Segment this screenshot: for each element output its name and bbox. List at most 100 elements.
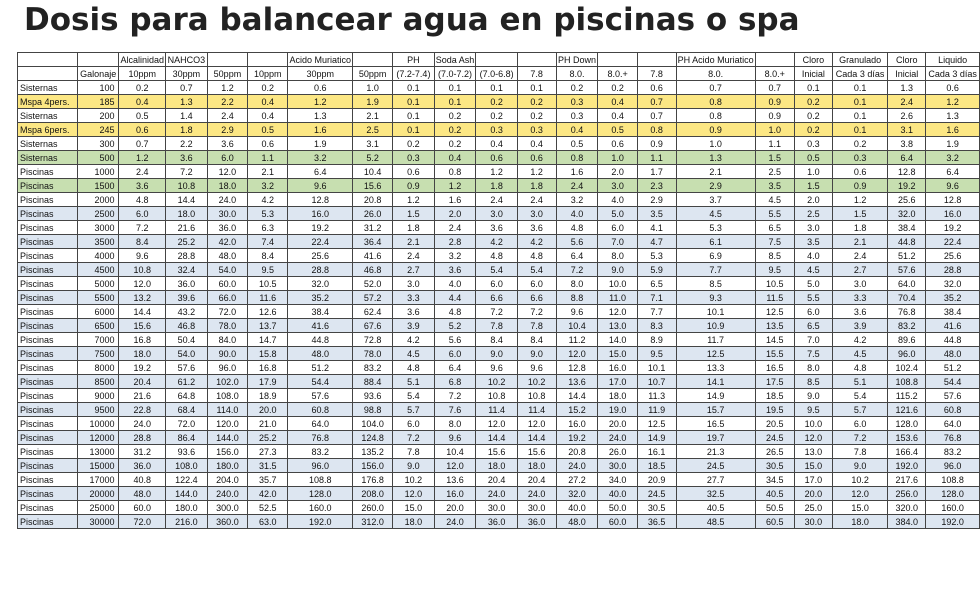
dose-cell: 54.0 xyxy=(206,262,249,277)
row-label: Piscinas xyxy=(17,248,78,263)
header-row-columns: Galonaje 10ppm 30ppm 50ppm 10ppm 30ppm 50ppm (7… xyxy=(17,66,980,81)
dose-cell: 360.0 xyxy=(206,514,249,529)
dose-cell: 12.0 xyxy=(793,430,833,445)
dose-cell: 60.0 xyxy=(206,276,249,291)
header-cell: (7.2-7.4) xyxy=(392,66,435,81)
header-cell: 10ppm xyxy=(247,66,289,81)
gallons-cell: 185 xyxy=(76,94,120,109)
dose-cell: 0.3 xyxy=(475,122,518,137)
dose-cell: 1.4 xyxy=(165,108,208,123)
row-label: Piscinas xyxy=(17,514,78,529)
dose-cell: 0.8 xyxy=(433,164,477,179)
dose-cell: 10.2 xyxy=(475,374,518,389)
dose-cell: 35.2 xyxy=(925,290,980,305)
dose-cell: 13.0 xyxy=(597,318,638,333)
dose-cell: 28.8 xyxy=(925,262,980,277)
header-cell: Inicial xyxy=(793,66,833,81)
dose-cell: 0.2 xyxy=(793,108,833,123)
dose-cell: 72.0 xyxy=(118,514,166,529)
dose-cell: 83.2 xyxy=(287,444,353,459)
table-row: Piscinas 4000 9.6 28.8 48.0 8.4 25.6 41.6 2.4 3.2… xyxy=(17,248,980,263)
table-row: Piscinas 13000 31.2 93.6 156.0 27.3 83.2 135.2 7… xyxy=(17,444,980,459)
dose-cell: 7.0 xyxy=(597,234,638,249)
dose-cell: 0.9 xyxy=(754,94,795,109)
dose-cell: 16.5 xyxy=(754,360,795,375)
dose-cell: 1.8 xyxy=(392,220,435,235)
gallons-cell: 9500 xyxy=(76,402,120,417)
dose-cell: 0.2 xyxy=(516,108,557,123)
dose-cell: 8.5 xyxy=(793,374,833,389)
dose-cell: 14.4 xyxy=(555,388,599,403)
dose-cell: 41.6 xyxy=(287,318,353,333)
dose-cell: 11.6 xyxy=(247,290,289,305)
dose-cell: 83.2 xyxy=(351,360,394,375)
dose-cell: 114.0 xyxy=(206,402,249,417)
dose-cell: 70.4 xyxy=(887,290,927,305)
dose-cell: 7.8 xyxy=(831,444,889,459)
header-cell: 30ppm xyxy=(287,66,353,81)
dose-cell: 17.5 xyxy=(754,374,795,389)
dose-cell: 20.4 xyxy=(118,374,166,389)
dose-cell: 3.5 xyxy=(636,206,677,221)
dose-cell: 1.6 xyxy=(433,192,477,207)
dose-cell: 1.2 xyxy=(475,164,518,179)
dose-cell: 8.3 xyxy=(636,318,677,333)
dose-cell: 108.8 xyxy=(287,472,353,487)
dose-cell: 7.8 xyxy=(475,318,518,333)
gallons-cell: 100 xyxy=(76,80,120,95)
dose-cell: 1.8 xyxy=(475,178,518,193)
dose-cell: 1.2 xyxy=(925,94,980,109)
dose-cell: 64.8 xyxy=(165,388,208,403)
dose-cell: 3.6 xyxy=(831,304,889,319)
gallons-cell: 10000 xyxy=(76,416,120,431)
dose-cell: 0.2 xyxy=(247,80,289,95)
dose-cell: 25.2 xyxy=(165,234,208,249)
dose-cell: 0.7 xyxy=(636,108,677,123)
row-label: Piscinas xyxy=(17,402,78,417)
dose-cell: 0.3 xyxy=(555,108,599,123)
dose-cell: 12.0 xyxy=(206,164,249,179)
dose-cell: 0.1 xyxy=(392,108,435,123)
dose-cell: 12.0 xyxy=(475,416,518,431)
dose-cell: 48.0 xyxy=(118,486,166,501)
dose-cell: 0.1 xyxy=(475,80,518,95)
dosage-table-container: Alcalinidad NAHCO3 Acido Muriatico PH Soda A… xyxy=(17,52,980,529)
dose-cell: 32.0 xyxy=(887,206,927,221)
dose-cell: 0.2 xyxy=(831,136,889,151)
dose-cell: 2.4 xyxy=(887,94,927,109)
dose-cell: 27.2 xyxy=(555,472,599,487)
dose-cell: 122.4 xyxy=(165,472,208,487)
dose-cell: 180.0 xyxy=(165,500,208,515)
dose-cell: 6.6 xyxy=(516,290,557,305)
dose-cell: 4.8 xyxy=(118,192,166,207)
dose-cell: 0.2 xyxy=(516,94,557,109)
dose-cell: 0.6 xyxy=(475,150,518,165)
dose-cell: 78.0 xyxy=(206,318,249,333)
dose-cell: 6.5 xyxy=(636,276,677,291)
dose-cell: 8.4 xyxy=(118,234,166,249)
dose-cell: 0.3 xyxy=(831,150,889,165)
table-row: Piscinas 3000 7.2 21.6 36.0 6.3 19.2 31.2 1.8 2.4… xyxy=(17,220,980,235)
header-cell: (7.0-7.2) xyxy=(433,66,477,81)
header-row-groups: Alcalinidad NAHCO3 Acido Muriatico PH Soda A… xyxy=(17,52,980,67)
gallons-cell: 7000 xyxy=(76,332,120,347)
dose-cell: 72.8 xyxy=(351,332,394,347)
dose-cell: 60.8 xyxy=(287,402,353,417)
table-row: Piscinas 25000 60.0 180.0 300.0 52.5 160.0 260.… xyxy=(17,500,980,515)
dose-cell: 12.5 xyxy=(636,416,677,431)
dose-cell: 52.5 xyxy=(247,500,289,515)
dose-cell: 3.3 xyxy=(392,290,435,305)
dose-cell: 38.4 xyxy=(287,304,353,319)
dose-cell: 9.5 xyxy=(793,402,833,417)
dose-cell: 312.0 xyxy=(351,514,394,529)
dose-cell: 64.0 xyxy=(287,416,353,431)
dose-cell: 6.0 xyxy=(206,150,249,165)
dose-cell: 16.1 xyxy=(636,444,677,459)
dose-cell: 0.2 xyxy=(118,80,166,95)
dose-cell: 108.0 xyxy=(206,388,249,403)
dose-cell: 1.0 xyxy=(597,150,638,165)
dose-cell: 8.4 xyxy=(516,332,557,347)
header-cell: 50ppm xyxy=(351,66,394,81)
dose-cell: 0.9 xyxy=(831,178,889,193)
dose-cell: 50.4 xyxy=(165,332,208,347)
